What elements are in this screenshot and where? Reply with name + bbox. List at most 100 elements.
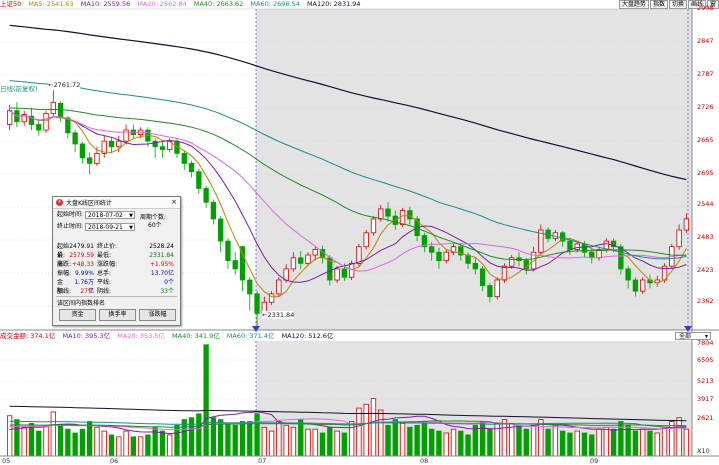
volume-bar-down [188, 417, 195, 457]
candle-down [210, 201, 217, 220]
dialog-titlebar[interactable]: ✈ 大盘K线区间统计 [53, 197, 180, 209]
candle-down [65, 117, 71, 134]
trend-button[interactable]: 大盘趋势 [618, 0, 649, 9]
volume-bar-up [501, 419, 508, 457]
chevron-down-icon: ▼ [129, 225, 133, 231]
candle-down [465, 254, 471, 264]
amount-value: 1.76万亿 [74, 279, 94, 295]
range-start-arrow[interactable] [252, 326, 260, 332]
fund-button[interactable]: 资金 [59, 309, 96, 321]
volume-bar-up [676, 417, 682, 457]
price-grid [0, 41, 692, 307]
volume-bar-down [232, 424, 238, 457]
volume-bar-up [167, 434, 173, 457]
total-volume-value: 13.70亿 [150, 270, 174, 277]
candle-up [538, 229, 544, 253]
candle-up [501, 265, 508, 281]
volume-bar-up [21, 426, 27, 457]
candle-up [50, 101, 56, 114]
candle-up [43, 113, 49, 131]
draw-line-button[interactable]: 画线 [687, 0, 706, 9]
window-button[interactable]: 窗 [706, 0, 719, 9]
volume-bar-up [363, 403, 369, 457]
candle-down [421, 235, 428, 248]
stat-label: 最低: [97, 252, 112, 259]
volume-bar-up [574, 430, 580, 457]
candle-up [683, 218, 690, 231]
stats-row: 阳线: 27个 阴线: 33个 [57, 287, 177, 296]
divider [56, 296, 177, 297]
volume-bar-down [28, 423, 35, 457]
range-end-arrow[interactable] [684, 326, 692, 332]
stats-grid: 起始价: 2479.91 终止价: 2528.24 最高: 2579.59 最低: 23… [57, 242, 177, 296]
volume-bar-up [530, 424, 537, 457]
volume-bar-up [378, 409, 384, 457]
indicator-dropdown[interactable]: 全部 ▾ [675, 332, 711, 340]
ma40-line [9, 107, 687, 260]
candle-up [276, 279, 282, 295]
volume-ma120-line [9, 405, 687, 422]
candle-up [116, 140, 122, 148]
period-label[interactable]: 日线(前复权) [0, 85, 38, 93]
candle-down [218, 218, 224, 242]
change-pct-button[interactable]: 涨跌幅 [139, 309, 176, 321]
close-icon[interactable]: × [171, 198, 177, 206]
volume-bar-down [57, 424, 64, 457]
ma5-value: MA5: 2541.63 [28, 0, 74, 8]
volume-bar-up [596, 428, 602, 457]
volume-bar-up [640, 428, 646, 457]
price-tick: 2605 [697, 169, 714, 177]
ma120-line [9, 24, 687, 181]
start-date-select[interactable]: 2018-07-02 ▼ [85, 211, 135, 219]
date-tick: 09 [590, 457, 599, 465]
price-tick: 2787 [697, 70, 714, 78]
price-tick: 2847 [697, 37, 714, 45]
volume-bar-down [159, 430, 166, 457]
volume-bar-down [567, 432, 573, 457]
low-price-annotation: ←2331.84 [262, 311, 295, 319]
candle-down [479, 268, 486, 286]
chevron-down-icon: ▼ [129, 213, 133, 219]
ma60-value: MA60: 2696.54 [250, 0, 300, 8]
volume-bar-up [261, 426, 267, 457]
candle-down [79, 143, 86, 159]
candle-down [239, 246, 246, 281]
volume-ma60-line [9, 420, 687, 427]
candle-down [159, 146, 166, 150]
turnover-button[interactable]: 换手率 [99, 309, 136, 321]
volume-ma-lines [9, 405, 687, 435]
candle-down [625, 268, 631, 281]
stats-row: 振幅: 9.99% 总手: 13.70亿 [57, 269, 177, 278]
candle-up [334, 268, 340, 281]
index-ranking-link[interactable]: 该区间内指数排名 [57, 300, 106, 307]
candle-up [94, 152, 100, 164]
candle-up [290, 257, 297, 270]
volume-bar-up [137, 436, 144, 457]
volume-bar-down [218, 419, 224, 457]
end-date-select[interactable]: 2018-09-21 ▼ [85, 223, 135, 231]
price-legend: 上证50 MA5: 2541.63 MA10: 2559.56 MA20: 25… [0, 0, 600, 9]
volume-bar-down [414, 424, 420, 457]
switch-button[interactable]: 切换 [668, 0, 687, 9]
volume-bar-down [145, 434, 151, 457]
candle-down [610, 240, 617, 248]
volume-bar-up [290, 426, 297, 457]
ma20-value: MA20: 2562.84 [137, 0, 187, 8]
candle-up [399, 210, 406, 225]
stat-label: 起始价: [57, 243, 70, 259]
change-value: +48.33 [71, 261, 94, 268]
high-price-annotation: ←2761.72 [48, 81, 81, 89]
volume-bar-up [370, 398, 377, 457]
stat-label: 平线: [97, 279, 112, 286]
index-button[interactable]: 指数 [649, 0, 668, 9]
price-tick: 2726 [697, 103, 714, 111]
volume-bar-down [181, 419, 187, 457]
volume-tick: 7804 [697, 339, 714, 347]
low-value: 2331.84 [149, 252, 174, 259]
volume-bar-up [312, 428, 318, 457]
chevron-down-icon: ▾ [704, 333, 708, 340]
candle-down [472, 262, 478, 270]
volume-bar-up [399, 423, 406, 457]
candle-down [407, 210, 413, 220]
